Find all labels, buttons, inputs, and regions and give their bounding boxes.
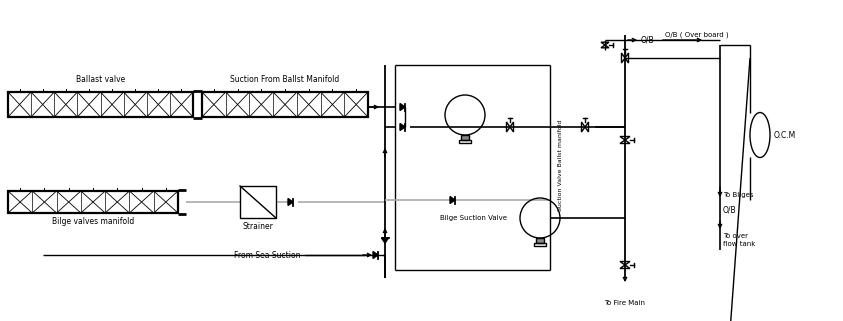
Text: Strainer: Strainer — [243, 222, 273, 231]
Text: Bilge Suction Valve: Bilge Suction Valve — [440, 215, 507, 221]
Polygon shape — [382, 238, 389, 243]
Text: To Bilges: To Bilges — [723, 192, 754, 198]
Text: From Sea Suction: From Sea Suction — [234, 250, 300, 259]
Text: To over
flow tank: To over flow tank — [723, 233, 755, 247]
Text: Suction From Ballst Manifold: Suction From Ballst Manifold — [230, 75, 340, 84]
Bar — [459, 140, 471, 143]
Polygon shape — [373, 251, 378, 258]
Text: Suction Valve Ballst manifold: Suction Valve Ballst manifold — [557, 119, 562, 211]
Text: O/B ( Over board ): O/B ( Over board ) — [665, 31, 728, 38]
Bar — [8, 92, 193, 117]
Text: To Fire Main: To Fire Main — [604, 300, 646, 306]
Text: O/B: O/B — [641, 36, 655, 45]
Polygon shape — [450, 196, 455, 204]
Bar — [461, 135, 469, 140]
Polygon shape — [400, 124, 405, 131]
Polygon shape — [288, 198, 293, 205]
Text: Bilge valves manifold: Bilge valves manifold — [52, 217, 134, 226]
Bar — [202, 92, 368, 117]
Bar — [536, 238, 544, 243]
Text: O/B: O/B — [723, 205, 737, 214]
Text: O.C.M: O.C.M — [774, 131, 797, 140]
Polygon shape — [400, 103, 405, 110]
Bar — [240, 186, 276, 218]
Text: Ballast valve: Ballast valve — [76, 75, 125, 84]
Bar — [534, 243, 546, 246]
Bar — [8, 191, 178, 213]
